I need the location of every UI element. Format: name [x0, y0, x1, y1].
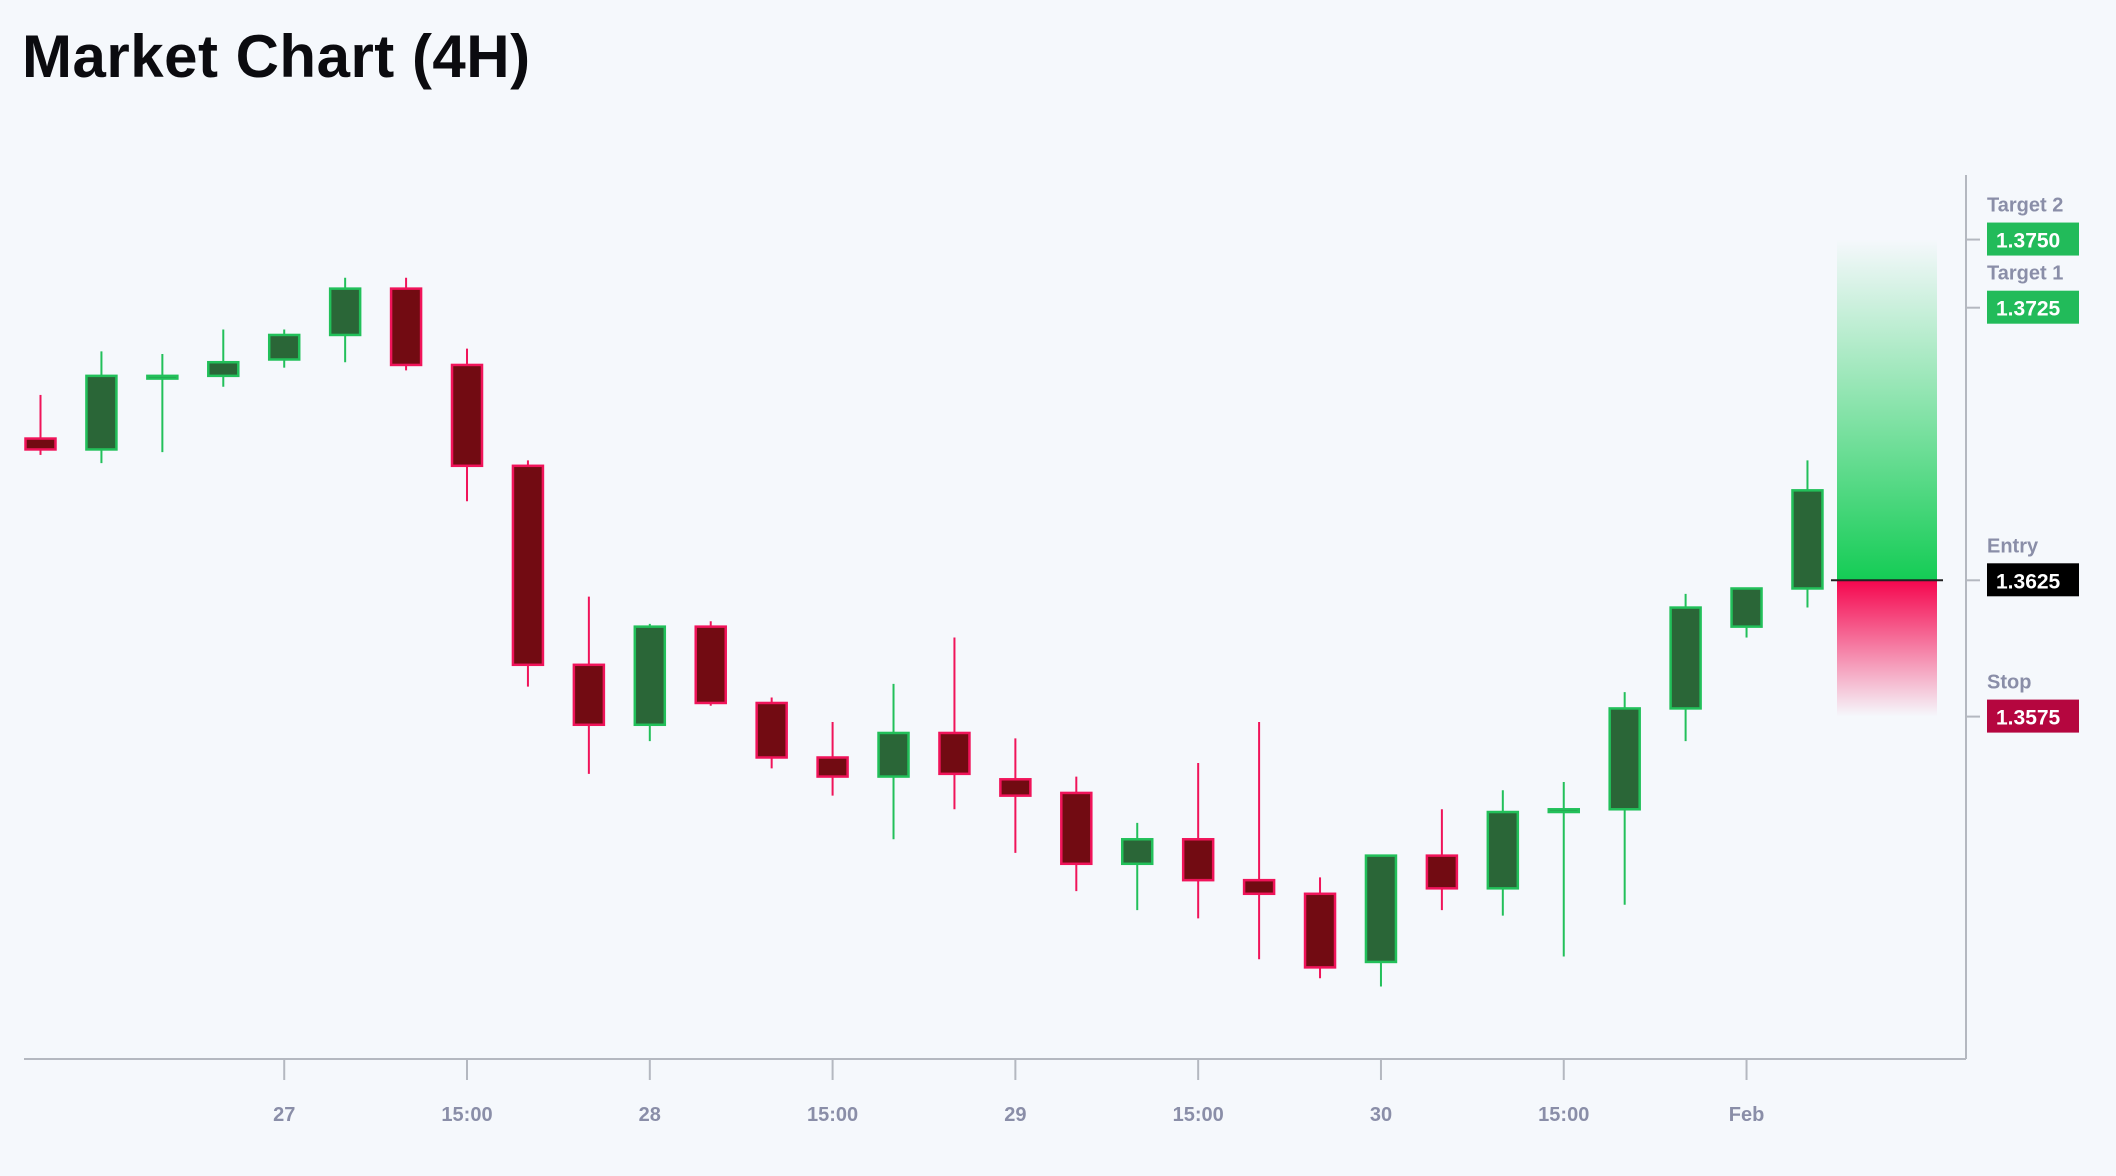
candle: [450, 348, 484, 502]
candle-body: [938, 731, 971, 776]
x-tick-label: 15:00: [1538, 1104, 1589, 1126]
candle: [511, 460, 545, 687]
candle-body: [1060, 791, 1093, 866]
candle: [1425, 809, 1459, 911]
candle: [999, 738, 1032, 853]
candle: [694, 621, 727, 706]
candle: [1181, 762, 1215, 919]
x-tick-label: 27: [273, 1104, 295, 1126]
x-tick-label: 15:00: [441, 1104, 492, 1126]
candle-body: [877, 731, 910, 778]
candle: [1730, 587, 1763, 638]
candle-body: [511, 464, 545, 667]
candle-body: [389, 287, 423, 367]
candle-body: [1120, 838, 1154, 866]
level-value: 1.3750: [1996, 230, 2060, 253]
level-name: Entry: [1987, 535, 2039, 557]
candle: [1547, 782, 1580, 957]
candle: [1242, 722, 1276, 960]
axes: 27 15:00 28 15:00 29 15:00 30 15:00 Feb: [24, 175, 1967, 1126]
level-badge: [1987, 563, 2079, 597]
candle-body: [1547, 808, 1580, 814]
candle-body: [1242, 878, 1276, 896]
candle: [1364, 854, 1398, 987]
candle: [1608, 692, 1641, 905]
candle-body: [24, 437, 57, 451]
candle-body: [1608, 707, 1641, 811]
candle: [85, 351, 118, 464]
level-name: Target 2: [1987, 195, 2063, 217]
candle: [389, 277, 423, 371]
candle-body: [267, 333, 301, 361]
level-value: 1.3575: [1996, 707, 2061, 730]
candle-body: [450, 363, 484, 468]
candle: [328, 277, 362, 363]
candle-body: [999, 778, 1032, 797]
candle-body: [1425, 854, 1459, 890]
candle-body: [1364, 854, 1398, 964]
level-badge: [1987, 222, 2079, 256]
candle-body: [85, 374, 118, 451]
candle: [633, 623, 667, 742]
candle: [1791, 460, 1824, 608]
candle: [816, 722, 849, 796]
level-value: 1.3625: [1996, 570, 2061, 593]
loss-zone: [1837, 580, 1937, 717]
candle: [207, 329, 240, 387]
candle-body: [633, 625, 667, 727]
candle: [1303, 877, 1337, 979]
candles: [24, 277, 1824, 987]
candle: [572, 596, 606, 774]
candle-body: [1730, 587, 1763, 628]
candle: [1120, 822, 1154, 911]
level-name: Stop: [1987, 672, 2031, 694]
level-badge: [1987, 290, 2079, 324]
candle: [146, 354, 179, 453]
candle-body: [1791, 489, 1824, 590]
candle: [1669, 593, 1702, 742]
candle-body: [207, 360, 240, 378]
level-value: 1.3725: [1996, 298, 2061, 321]
level-name: Target 1: [1987, 263, 2063, 285]
candle-body: [694, 625, 727, 705]
candle-body: [1181, 838, 1215, 882]
x-tick-label: Feb: [1729, 1104, 1765, 1126]
x-tick-label: 30: [1370, 1104, 1392, 1126]
x-tick-label: 28: [639, 1104, 661, 1126]
position-tool: [1831, 239, 1943, 717]
candle: [938, 637, 971, 810]
candle-body: [572, 663, 606, 727]
chart-title: Market Chart (4H): [22, 23, 531, 90]
profit-zone: [1837, 239, 1937, 581]
candle: [877, 683, 910, 840]
candle: [1486, 790, 1520, 916]
x-tick-label: 15:00: [1173, 1104, 1224, 1126]
candle: [1060, 776, 1093, 892]
price-levels: Target 2 1.3750 Target 1 1.3725 Entry 1.3625 S…: [1966, 195, 2079, 733]
level-badge: [1987, 699, 2079, 733]
candle: [755, 697, 788, 769]
x-tick-label: 29: [1004, 1104, 1026, 1126]
x-tick-label: 15:00: [807, 1104, 858, 1126]
candle: [24, 394, 57, 455]
candle-body: [1486, 810, 1520, 890]
candle: [267, 329, 301, 368]
candle-body: [1669, 606, 1702, 710]
candle-body: [816, 756, 849, 778]
candle-body: [146, 374, 179, 380]
candle-body: [755, 701, 788, 759]
candle-body: [328, 287, 362, 337]
candle-body: [1303, 892, 1337, 969]
